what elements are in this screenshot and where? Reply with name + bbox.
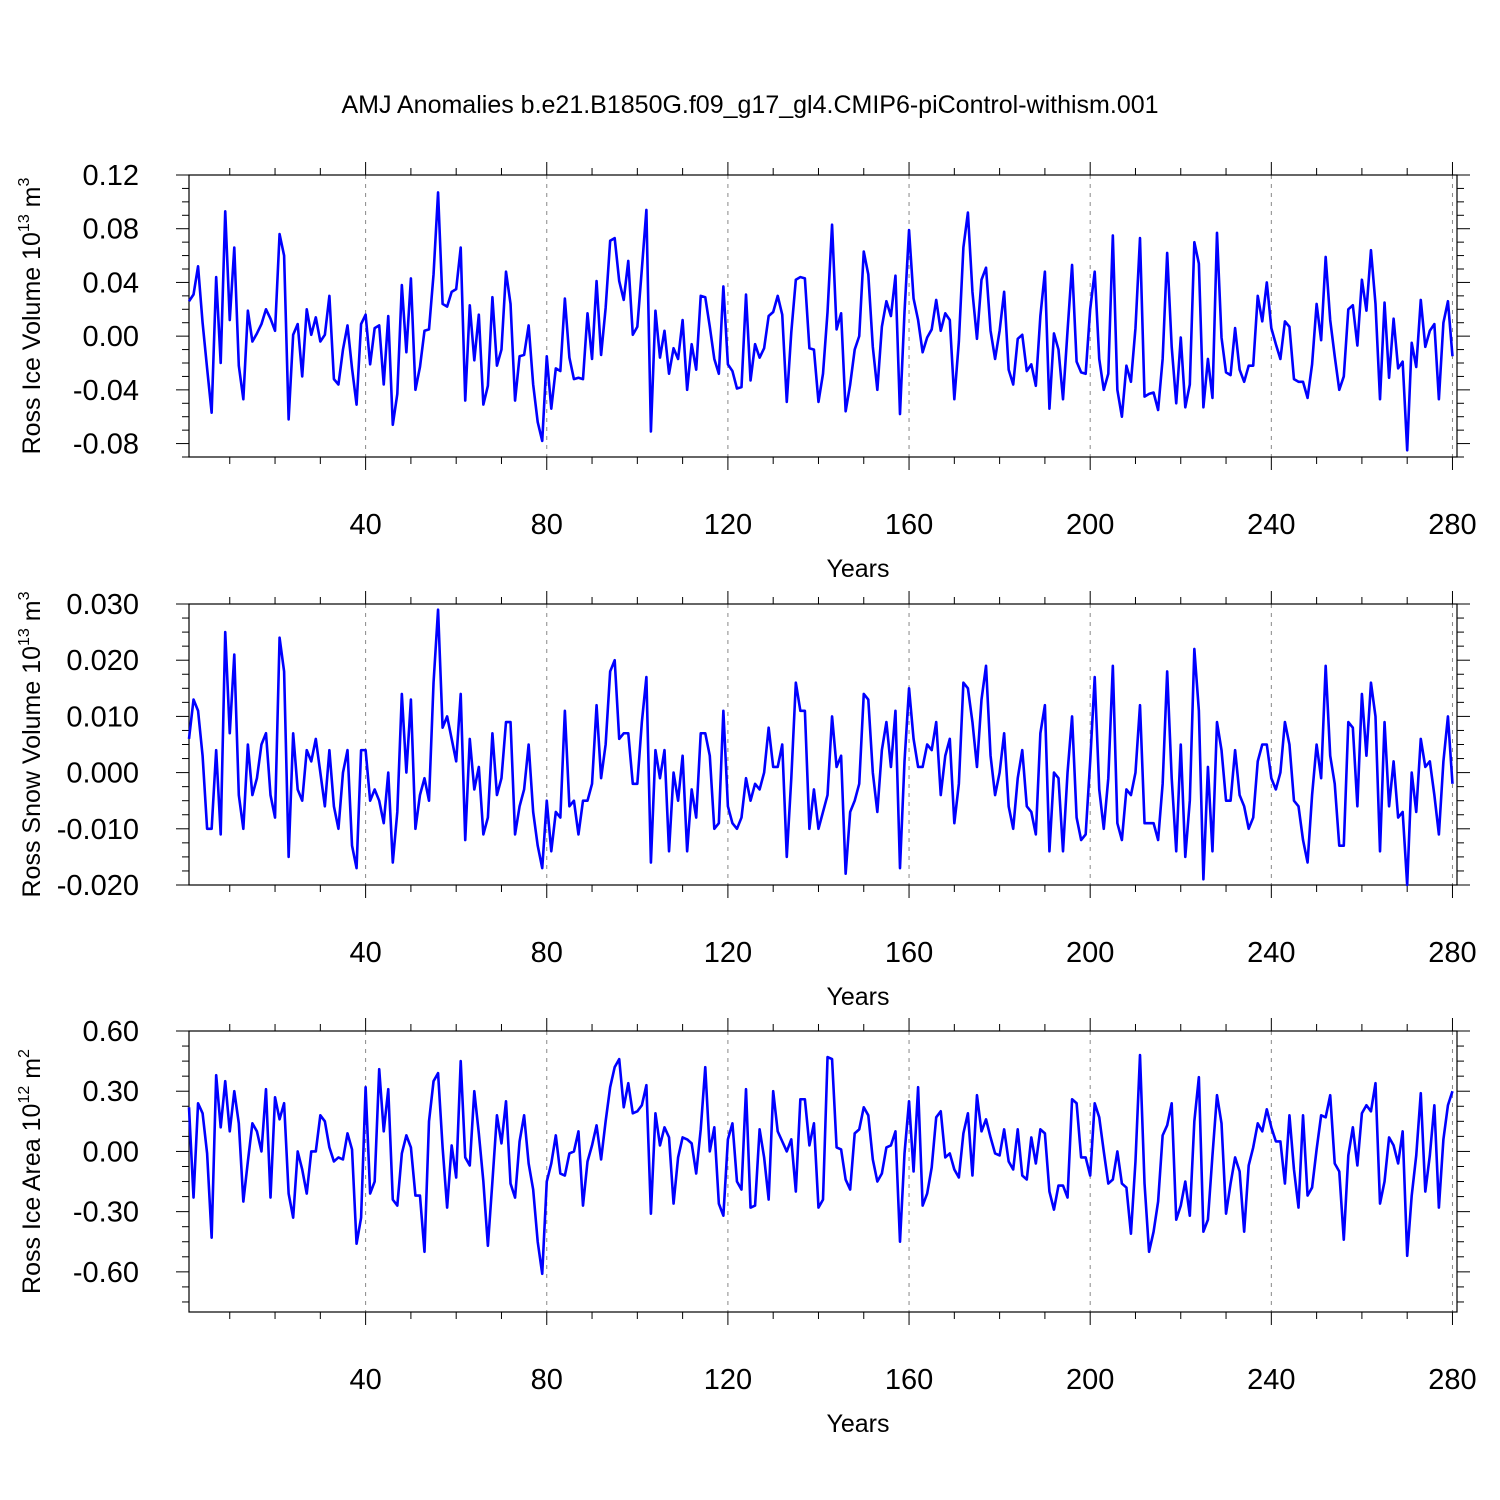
y-tick-label: 0.08: [83, 214, 139, 246]
y-tick-label: 0.12: [83, 160, 139, 192]
x-tick-label: 240: [1247, 1364, 1295, 1396]
y-tick-label: 0.000: [66, 758, 139, 790]
series-line: [187, 191, 1454, 452]
x-tick-label: 80: [531, 937, 563, 969]
y-tick-label: 0.04: [83, 267, 139, 299]
x-axis-label: Years: [826, 555, 889, 583]
y-tick-label: 0.00: [83, 321, 139, 353]
x-tick-label: 280: [1428, 937, 1476, 969]
x-tick-label: 280: [1428, 509, 1476, 541]
x-tick-label: 240: [1247, 937, 1295, 969]
x-tick-label: 40: [349, 509, 381, 541]
panel-1: 40 80 120 160 200 240 280 0.12 0.08 0.04 0.00 -0.04…: [16, 160, 1477, 583]
y-axis-label: Ross Ice Area 1012 m2: [16, 1049, 46, 1294]
x-tick-label: 160: [885, 509, 933, 541]
series-line: [187, 608, 1454, 887]
y-tick-label: -0.08: [73, 429, 139, 461]
y-axis-label: Ross Ice Volume 1013 m3: [16, 177, 46, 454]
plot-frame: [188, 603, 1458, 886]
plot-frame: [188, 1030, 1458, 1313]
x-tick-label: 200: [1066, 1364, 1114, 1396]
y-tick-label: 0.30: [83, 1076, 139, 1108]
x-tick-label: 200: [1066, 937, 1114, 969]
panel-2: 40 80 120 160 200 240 280 0.030 0.020 0.010 0.000 -…: [16, 589, 1477, 1011]
x-tick-label: 160: [885, 1364, 933, 1396]
x-tick-label: 40: [349, 1364, 381, 1396]
x-tick-label: 240: [1247, 509, 1295, 541]
panel-3: 40 80 120 160 200 240 280 0.60 0.30 0.00 -0.30 -0.6…: [16, 1016, 1477, 1438]
y-axis-label: Ross Snow Volume 1013 m3: [16, 591, 46, 897]
x-axis-label: Years: [826, 983, 889, 1011]
x-tick-label: 80: [531, 509, 563, 541]
x-tick-label: 80: [531, 1364, 563, 1396]
x-axis-label: Years: [826, 1410, 889, 1438]
y-tick-label: -0.60: [73, 1257, 139, 1289]
y-tick-label: 0.00: [83, 1136, 139, 1168]
figure-title: AMJ Anomalies b.e21.B1850G.f09_g17_gl4.C…: [341, 91, 1158, 119]
x-tick-label: 160: [885, 937, 933, 969]
x-tick-label: 120: [704, 1364, 752, 1396]
x-tick-label: 40: [349, 937, 381, 969]
y-tick-label: 0.020: [66, 645, 139, 677]
y-tick-label: -0.30: [73, 1197, 139, 1229]
x-tick-label: 200: [1066, 509, 1114, 541]
plot-frame: [188, 174, 1458, 458]
y-tick-label: -0.04: [73, 375, 139, 407]
y-tick-label: 0.60: [83, 1016, 139, 1048]
y-tick-label: -0.020: [57, 870, 139, 902]
x-tick-label: 280: [1428, 1364, 1476, 1396]
y-tick-label: 0.030: [66, 589, 139, 621]
y-tick-label: 0.010: [66, 701, 139, 733]
series-line: [187, 1053, 1454, 1276]
x-tick-label: 120: [704, 509, 752, 541]
y-tick-label: -0.010: [57, 814, 139, 846]
x-tick-label: 120: [704, 937, 752, 969]
